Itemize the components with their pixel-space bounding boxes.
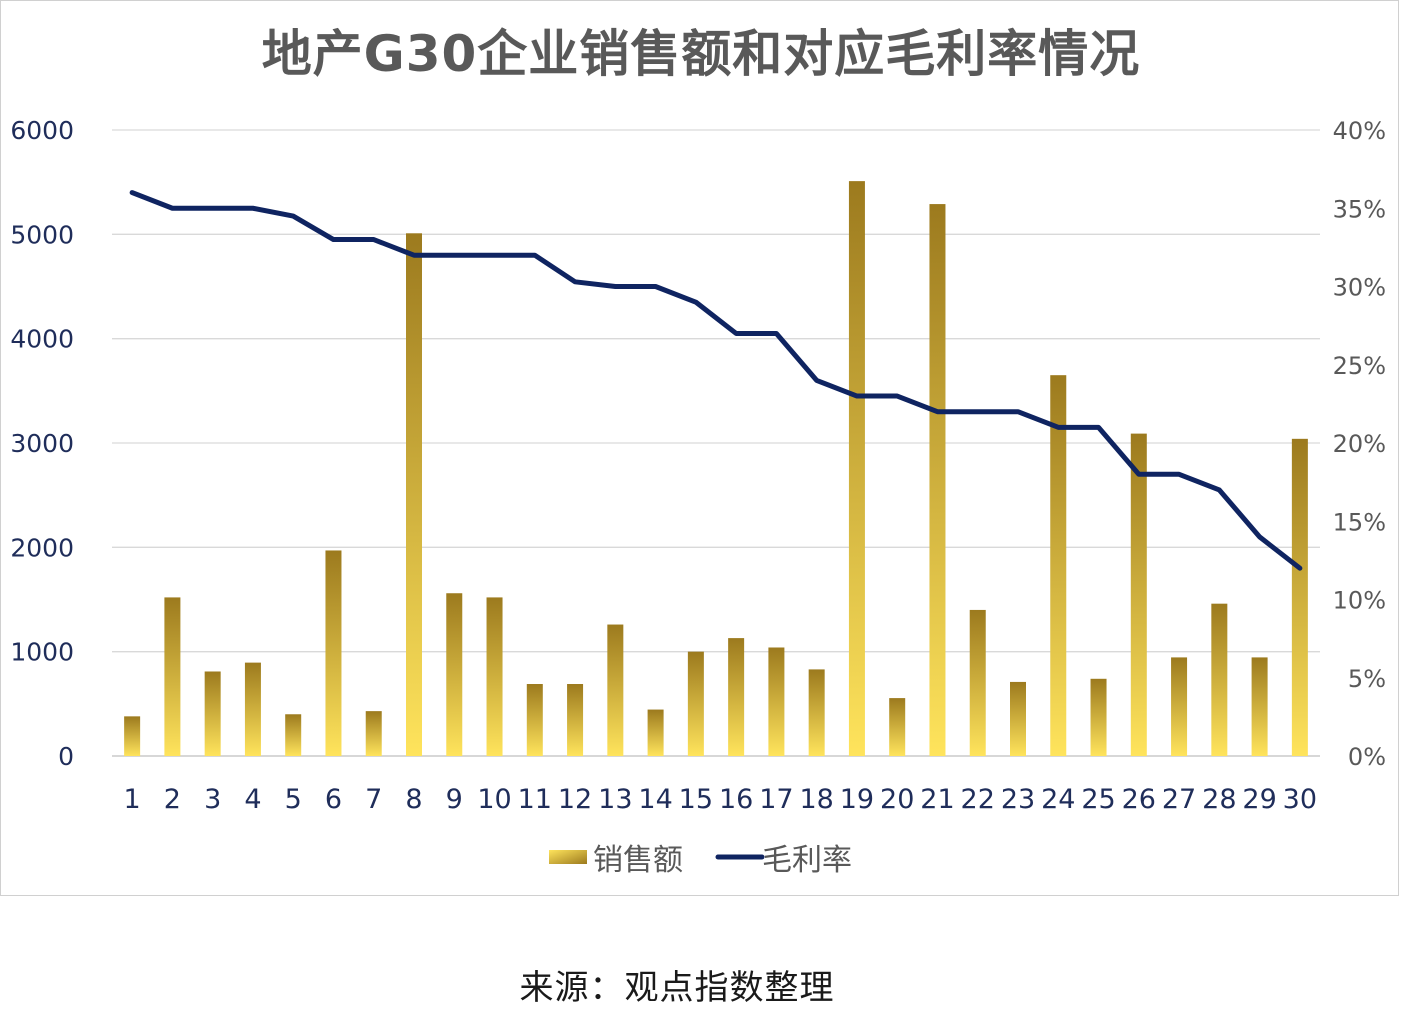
y-right-tick-label: 25% bbox=[1333, 352, 1386, 380]
y-right-tick-label: 30% bbox=[1333, 274, 1386, 302]
x-tick-label: 18 bbox=[799, 784, 833, 815]
combo-chart: 01000200030004000500060000%5%10%15%20%25… bbox=[10, 116, 1386, 878]
bar bbox=[446, 593, 463, 756]
legend: 销售额 毛利率 bbox=[549, 843, 852, 878]
y-right-tick-label: 15% bbox=[1333, 508, 1386, 536]
axis-labels: 01000200030004000500060000%5%10%15%20%25… bbox=[10, 116, 1386, 815]
y-right-tick-label: 40% bbox=[1333, 117, 1386, 145]
x-tick-label: 24 bbox=[1041, 784, 1075, 815]
y-left-tick-label: 1000 bbox=[10, 638, 74, 667]
y-right-tick-label: 10% bbox=[1333, 587, 1386, 615]
x-tick-label: 8 bbox=[405, 784, 422, 815]
x-tick-label: 1 bbox=[124, 784, 141, 815]
bar bbox=[1130, 433, 1147, 756]
x-tick-label: 12 bbox=[558, 784, 592, 815]
bar bbox=[1291, 438, 1308, 756]
source-note: 来源：观点指数整理 bbox=[519, 968, 835, 1008]
x-tick-label: 3 bbox=[204, 784, 221, 815]
y-right-tick-label: 5% bbox=[1348, 665, 1386, 693]
x-tick-label: 20 bbox=[880, 784, 914, 815]
bar bbox=[124, 716, 141, 756]
bar bbox=[365, 711, 382, 756]
x-tick-label: 4 bbox=[244, 784, 261, 815]
x-tick-label: 6 bbox=[325, 784, 342, 815]
y-right-tick-label: 20% bbox=[1333, 430, 1386, 458]
bar bbox=[567, 684, 584, 756]
x-tick-label: 2 bbox=[164, 784, 181, 815]
x-tick-label: 14 bbox=[638, 784, 672, 815]
bar bbox=[1050, 375, 1067, 756]
x-tick-label: 15 bbox=[679, 784, 713, 815]
bar bbox=[969, 609, 986, 756]
y-left-tick-label: 3000 bbox=[10, 429, 74, 458]
y-left-tick-label: 4000 bbox=[10, 325, 74, 354]
x-tick-label: 19 bbox=[840, 784, 874, 815]
bar bbox=[285, 714, 302, 756]
x-tick-label: 13 bbox=[598, 784, 632, 815]
bar bbox=[526, 684, 543, 756]
bar bbox=[808, 669, 825, 756]
bar bbox=[1090, 678, 1107, 756]
x-tick-label: 5 bbox=[285, 784, 302, 815]
bar bbox=[244, 662, 261, 756]
x-tick-label: 30 bbox=[1283, 784, 1317, 815]
y-left-tick-label: 5000 bbox=[10, 220, 74, 249]
bar bbox=[848, 181, 865, 756]
line-series bbox=[129, 190, 1303, 571]
bar bbox=[889, 698, 906, 756]
bar bbox=[1211, 603, 1228, 756]
line-series-path bbox=[129, 190, 1303, 571]
bar bbox=[164, 597, 181, 756]
chart-title: 地产G30企业销售额和对应毛利率情况 bbox=[261, 25, 1141, 83]
bar bbox=[1251, 657, 1268, 756]
bar bbox=[325, 550, 342, 756]
x-tick-label: 7 bbox=[365, 784, 382, 815]
y-left-tick-label: 0 bbox=[58, 742, 74, 771]
x-tick-label: 11 bbox=[518, 784, 552, 815]
x-tick-label: 26 bbox=[1122, 784, 1156, 815]
bar bbox=[728, 638, 745, 756]
grid-lines bbox=[112, 129, 1320, 757]
bar bbox=[1010, 681, 1026, 756]
x-tick-label: 9 bbox=[446, 784, 463, 815]
x-tick-label: 29 bbox=[1242, 784, 1276, 815]
x-tick-label: 22 bbox=[961, 784, 995, 815]
y-right-tick-label: 35% bbox=[1333, 195, 1386, 223]
bar bbox=[607, 624, 624, 756]
x-tick-label: 27 bbox=[1162, 784, 1196, 815]
bar bbox=[929, 204, 946, 756]
bar bbox=[1171, 657, 1188, 756]
x-tick-label: 16 bbox=[719, 784, 753, 815]
bar bbox=[486, 597, 503, 756]
legend-label-bar: 销售额 bbox=[593, 843, 683, 878]
x-tick-label: 28 bbox=[1202, 784, 1236, 815]
bar bbox=[406, 233, 422, 757]
x-tick-label: 10 bbox=[477, 784, 511, 815]
bar-series bbox=[124, 181, 1308, 757]
bar bbox=[687, 651, 704, 756]
x-tick-label: 21 bbox=[920, 784, 954, 815]
legend-label-line: 毛利率 bbox=[762, 843, 852, 878]
bar bbox=[204, 671, 221, 756]
x-tick-label: 25 bbox=[1081, 784, 1115, 815]
x-tick-label: 23 bbox=[1001, 784, 1035, 815]
bar bbox=[768, 647, 785, 756]
y-left-tick-label: 6000 bbox=[10, 116, 74, 145]
x-tick-label: 17 bbox=[759, 784, 793, 815]
y-left-tick-label: 2000 bbox=[10, 533, 74, 562]
bar bbox=[647, 709, 664, 756]
y-right-tick-label: 0% bbox=[1348, 743, 1386, 771]
legend-swatch-bar bbox=[549, 850, 587, 864]
